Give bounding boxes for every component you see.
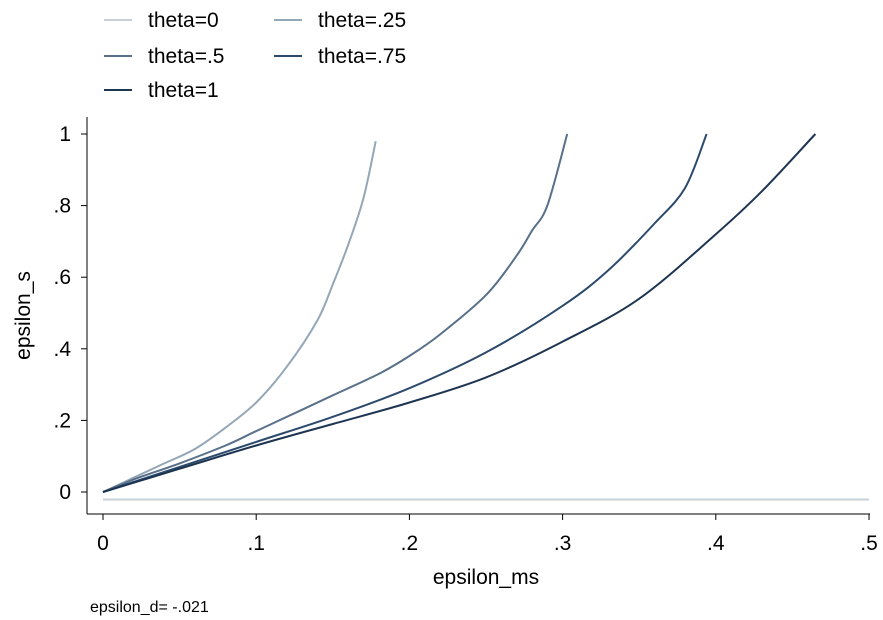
y-tick-label: .4 (53, 338, 71, 361)
plot-area: 0 .2 .4 .6 .8 1 0 .1 .2 .3 .4 .5 (53, 117, 878, 555)
series-line-1 (102, 140, 377, 493)
x-axis-ticks: 0 .1 .2 .3 .4 .5 (97, 514, 878, 555)
y-axis-title: epsilon_s (12, 271, 35, 360)
series-line-2 (102, 133, 569, 493)
series-line-3 (102, 133, 708, 493)
x-tick-label: 0 (97, 532, 109, 555)
legend-label: theta=.5 (148, 45, 224, 68)
series-lines (102, 133, 869, 501)
legend: theta=0 theta=.25 theta=.5 theta=.75 theta=1 (104, 9, 406, 102)
legend-label: theta=1 (148, 79, 219, 102)
legend-label: theta=0 (148, 9, 219, 32)
x-tick-label: .1 (247, 532, 265, 555)
y-tick-label: 1 (59, 123, 71, 146)
legend-label: theta=.75 (318, 45, 406, 68)
x-tick-label: .4 (707, 532, 725, 555)
chart-note: epsilon_d= -.021 (90, 599, 209, 616)
y-tick-label: .6 (53, 266, 71, 289)
y-tick-label: .2 (53, 409, 71, 432)
y-axis-ticks: 0 .2 .4 .6 .8 1 (53, 123, 87, 504)
y-tick-label: .8 (53, 195, 71, 218)
x-tick-label: .3 (554, 532, 572, 555)
x-axis-title: epsilon_ms (433, 566, 539, 589)
series-line-4 (102, 133, 817, 493)
y-tick-label: 0 (59, 481, 71, 504)
x-tick-label: .2 (401, 532, 419, 555)
legend-label: theta=.25 (318, 9, 406, 32)
x-tick-label: .5 (860, 532, 878, 555)
